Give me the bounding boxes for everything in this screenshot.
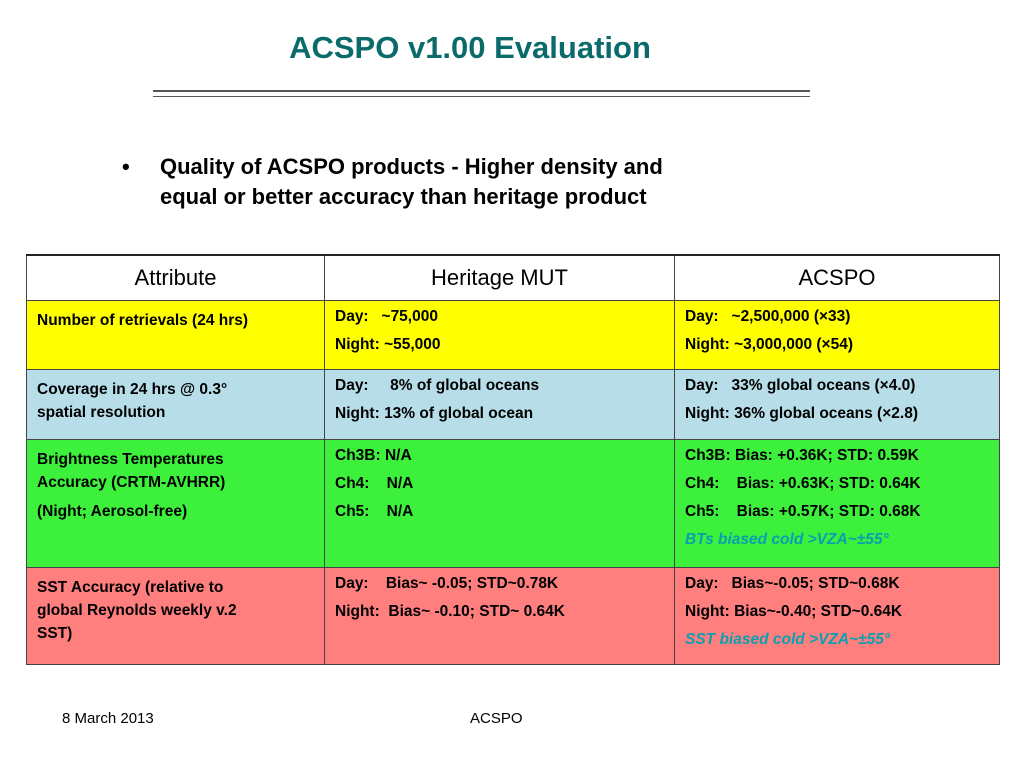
cell-line: Day: ~2,500,000 (×33) bbox=[685, 308, 851, 325]
bullet-marker: • bbox=[122, 154, 130, 179]
table-row: Number of retrievals (24 hrs) Day: ~75,0… bbox=[26, 300, 1000, 370]
slide-title: ACSPO v1.00 Evaluation bbox=[289, 30, 651, 65]
cell-line: Night: Bias~-0.40; STD~0.64K bbox=[685, 603, 903, 620]
acspo-cell: Day: ~2,500,000 (×33) Night: ~3,000,000 … bbox=[674, 300, 1000, 370]
heritage-cell: Day: ~75,000 Night: ~55,000 bbox=[324, 300, 675, 370]
table-header-row: Attribute Heritage MUT ACSPO bbox=[26, 254, 1000, 301]
cell-note: SST biased cold >VZA~±55° bbox=[685, 631, 891, 648]
footer-label: ACSPO bbox=[470, 710, 523, 727]
evaluation-table: Attribute Heritage MUT ACSPO Number of r… bbox=[26, 254, 1000, 665]
attribute-cell: Number of retrievals (24 hrs) bbox=[26, 300, 325, 370]
cell-line: SST) bbox=[37, 625, 73, 642]
cell-line: global Reynolds weekly v.2 bbox=[37, 602, 237, 619]
cell-note: BTs biased cold >VZA~±55° bbox=[685, 531, 889, 548]
cell-line: Night: 13% of global ocean bbox=[335, 405, 534, 422]
cell-line: Ch3B: Bias: +0.36K; STD: 0.59K bbox=[685, 447, 919, 464]
acspo-cell: Day: 33% global oceans (×4.0) Night: 36%… bbox=[674, 369, 1000, 440]
cell-line: Day: ~75,000 bbox=[335, 308, 438, 325]
acspo-cell: Day: Bias~-0.05; STD~0.68K Night: Bias~-… bbox=[674, 567, 1000, 665]
title-underline bbox=[153, 90, 810, 97]
attribute-cell: Brightness Temperatures Accuracy (CRTM-A… bbox=[26, 439, 325, 568]
acspo-cell: Ch3B: Bias: +0.36K; STD: 0.59K Ch4: Bias… bbox=[674, 439, 1000, 568]
cell-line: Ch5: Bias: +0.57K; STD: 0.68K bbox=[685, 503, 921, 520]
cell-line: Ch4: N/A bbox=[335, 475, 414, 492]
attribute-cell: SST Accuracy (relative to global Reynold… bbox=[26, 567, 325, 665]
cell-line: Night: ~3,000,000 (×54) bbox=[685, 336, 853, 353]
cell-line: spatial resolution bbox=[37, 404, 166, 421]
cell-line: Day: 33% global oceans (×4.0) bbox=[685, 377, 916, 394]
cell-line: Brightness Temperatures bbox=[37, 451, 224, 468]
cell-line: Night: Bias~ -0.10; STD~ 0.64K bbox=[335, 603, 565, 620]
heritage-cell: Day: Bias~ -0.05; STD~0.78K Night: Bias~… bbox=[324, 567, 675, 665]
bullet-text: Quality of ACSPO products - Higher densi… bbox=[160, 152, 840, 212]
cell-line: SST Accuracy (relative to bbox=[37, 579, 224, 596]
cell-line: Accuracy (CRTM-AVHRR) bbox=[37, 474, 226, 491]
attribute-cell: Coverage in 24 hrs @ 0.3° spatial resolu… bbox=[26, 369, 325, 440]
cell-line: Ch3B: N/A bbox=[335, 447, 412, 464]
cell-line: Ch4: Bias: +0.63K; STD: 0.64K bbox=[685, 475, 921, 492]
cell-line: Night: 36% global oceans (×2.8) bbox=[685, 405, 918, 422]
cell-line: Coverage in 24 hrs @ 0.3° bbox=[37, 381, 228, 398]
cell-line: Ch5: N/A bbox=[335, 503, 414, 520]
bullet-text-line-1: Quality of ACSPO products - Higher densi… bbox=[160, 154, 663, 179]
heritage-cell: Day: 8% of global oceans Night: 13% of g… bbox=[324, 369, 675, 440]
heritage-cell: Ch3B: N/A Ch4: N/A Ch5: N/A bbox=[324, 439, 675, 568]
bullet-text-line-2: equal or better accuracy than heritage p… bbox=[160, 184, 647, 209]
cell-line: (Night; Aerosol-free) bbox=[37, 503, 188, 520]
table-row: Brightness Temperatures Accuracy (CRTM-A… bbox=[26, 439, 1000, 568]
cell-line: Day: Bias~-0.05; STD~0.68K bbox=[685, 575, 900, 592]
cell-line: Number of retrievals (24 hrs) bbox=[37, 312, 249, 329]
table-row: Coverage in 24 hrs @ 0.3° spatial resolu… bbox=[26, 369, 1000, 440]
cell-line: Day: Bias~ -0.05; STD~0.78K bbox=[335, 575, 559, 592]
header-attribute: Attribute bbox=[26, 254, 325, 301]
header-acspo: ACSPO bbox=[674, 254, 1000, 301]
footer-date: 8 March 2013 bbox=[62, 710, 154, 727]
table-row: SST Accuracy (relative to global Reynold… bbox=[26, 567, 1000, 665]
cell-line: Night: ~55,000 bbox=[335, 336, 441, 353]
header-heritage-mut: Heritage MUT bbox=[324, 254, 675, 301]
cell-line: Day: 8% of global oceans bbox=[335, 377, 540, 394]
